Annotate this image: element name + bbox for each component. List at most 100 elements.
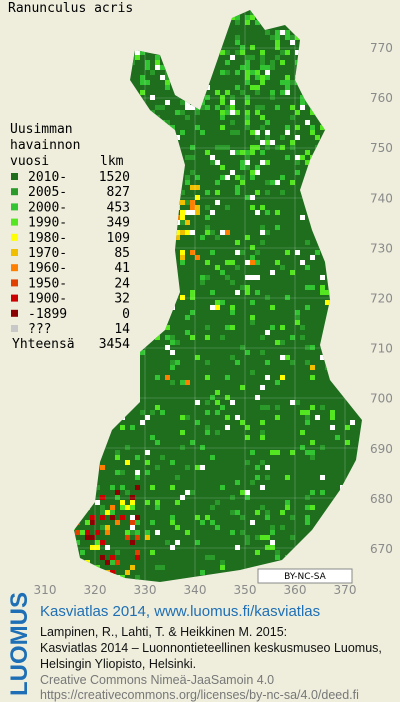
map-cell <box>195 515 200 520</box>
y-label: 750 <box>370 141 393 155</box>
map-cell <box>205 150 210 155</box>
map-cell <box>155 565 160 570</box>
map-cell <box>140 80 145 85</box>
map-cell <box>305 240 310 245</box>
map-cell <box>230 130 235 135</box>
map-cell <box>290 400 295 405</box>
map-cell <box>105 510 110 515</box>
map-cell <box>220 300 225 305</box>
map-cell <box>275 555 280 560</box>
footer-link[interactable]: Kasviatlas 2014, www.luomus.fi/kasviatla… <box>40 603 320 620</box>
map-cell <box>100 495 105 500</box>
map-cell <box>290 140 295 145</box>
map-cell <box>215 200 220 205</box>
map-cell <box>250 55 255 60</box>
map-cell <box>230 310 235 315</box>
map-cell <box>140 410 145 415</box>
map-cell <box>260 140 265 145</box>
map-cell <box>190 200 195 205</box>
map-cell <box>230 355 235 360</box>
map-cell <box>260 350 265 355</box>
map-cell <box>230 325 235 330</box>
map-cell <box>265 140 270 145</box>
map-cell <box>180 260 185 265</box>
legend-count: 14 <box>114 322 130 337</box>
map-cell <box>325 290 330 295</box>
map-cell <box>250 130 255 135</box>
map-cell <box>190 250 195 255</box>
map-cell <box>115 495 120 500</box>
map-cell <box>195 185 200 190</box>
map-cell <box>220 70 225 75</box>
map-cell <box>320 445 325 450</box>
title: Ranunculus acris <box>8 1 133 16</box>
map-cell <box>130 540 135 545</box>
map-cell <box>180 230 185 235</box>
map-cell <box>190 205 195 210</box>
map-cell <box>205 430 210 435</box>
map-cell <box>120 515 125 520</box>
map-cell <box>255 20 260 25</box>
map-cell <box>240 530 245 535</box>
map-cell <box>280 80 285 85</box>
legend-label: 2010- <box>28 170 67 185</box>
legend-swatch <box>11 203 18 211</box>
legend-count: 349 <box>107 216 130 231</box>
map-cell <box>130 500 135 505</box>
map-cell <box>230 105 235 110</box>
map-cell <box>255 510 260 515</box>
map-cell <box>205 360 210 365</box>
map-cell <box>260 405 265 410</box>
map-cell <box>220 485 225 490</box>
map-cell <box>205 410 210 415</box>
map-cell <box>240 515 245 520</box>
map-cell <box>220 230 225 235</box>
legend-count: 453 <box>107 200 130 215</box>
map-cell <box>255 105 260 110</box>
map-cell <box>300 410 305 415</box>
map-cell <box>255 190 260 195</box>
map-cell <box>245 435 250 440</box>
map-cell <box>245 65 250 70</box>
map-cell <box>235 480 240 485</box>
map-cell <box>205 425 210 430</box>
map-cell <box>230 120 235 125</box>
map-cell <box>250 45 255 50</box>
map-cell <box>295 155 300 160</box>
map-cell <box>235 50 240 55</box>
map-cell <box>120 505 125 510</box>
map-cell <box>255 110 260 115</box>
map-cell <box>255 465 260 470</box>
map-cell <box>335 435 340 440</box>
map-cell <box>220 100 225 105</box>
map-cell <box>200 130 205 135</box>
map-cell <box>295 110 300 115</box>
map-cell <box>285 50 290 55</box>
map-cell <box>175 230 180 235</box>
map-cell <box>230 100 235 105</box>
map-cell <box>280 135 285 140</box>
map-cell <box>155 465 160 470</box>
map-cell <box>185 100 190 105</box>
map-cell <box>140 90 145 95</box>
map-cell <box>300 215 305 220</box>
map-cell <box>130 525 135 530</box>
map-cell <box>280 265 285 270</box>
license-url[interactable]: https://creativecommons.org/licenses/by-… <box>40 688 359 702</box>
map-cell <box>250 150 255 155</box>
map-cell <box>195 420 200 425</box>
map-cell <box>185 180 190 185</box>
map-cell <box>125 535 130 540</box>
map-cell <box>260 75 265 80</box>
map-cell <box>310 490 315 495</box>
map-cell <box>250 320 255 325</box>
map-cell <box>305 345 310 350</box>
map-cell <box>185 530 190 535</box>
map-cell <box>260 335 265 340</box>
map-cell <box>275 260 280 265</box>
map-cell <box>320 355 325 360</box>
map-cell <box>140 420 145 425</box>
map-cell <box>240 65 245 70</box>
map-cell <box>135 515 140 520</box>
map-cell <box>155 440 160 445</box>
